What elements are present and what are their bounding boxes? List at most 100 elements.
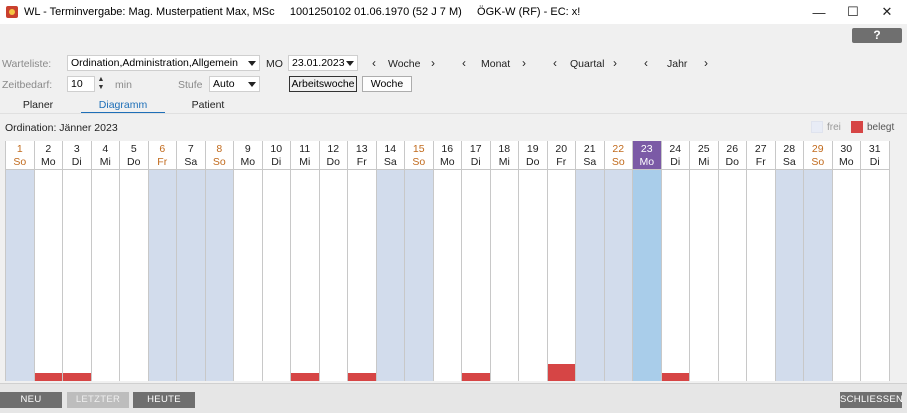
- day-slot-area[interactable]: [262, 170, 290, 381]
- day-slot-area[interactable]: [91, 170, 119, 381]
- day-slot-area[interactable]: [633, 170, 661, 381]
- day-slot-area[interactable]: [63, 170, 91, 381]
- day-slot-area[interactable]: [775, 170, 803, 381]
- quartal-next-icon[interactable]: ›: [613, 56, 617, 70]
- day-column[interactable]: 21 Sa: [576, 141, 605, 381]
- minimize-icon[interactable]: —: [812, 4, 826, 20]
- day-column[interactable]: 28 Sa: [775, 141, 804, 381]
- schliessen-button[interactable]: SCHLIESSEN: [840, 392, 903, 408]
- day-column[interactable]: 24 Di: [661, 141, 690, 381]
- day-column[interactable]: 8 So: [205, 141, 234, 381]
- day-column[interactable]: 3 Di: [63, 141, 92, 381]
- day-slot-area[interactable]: [519, 170, 547, 381]
- day-column[interactable]: 13 Fr: [348, 141, 377, 381]
- day-header[interactable]: 3 Di: [63, 141, 91, 170]
- day-header[interactable]: 18 Mi: [490, 141, 518, 170]
- day-column[interactable]: 26 Do: [718, 141, 747, 381]
- day-slot-area[interactable]: [291, 170, 319, 381]
- belegt-bar[interactable]: [547, 364, 575, 381]
- quartal-prev-icon[interactable]: ‹: [553, 56, 557, 70]
- day-header[interactable]: 14 Sa: [376, 141, 404, 170]
- day-slot-area[interactable]: [148, 170, 176, 381]
- day-slot-area[interactable]: [661, 170, 689, 381]
- day-slot-area[interactable]: [604, 170, 632, 381]
- day-slot-area[interactable]: [718, 170, 746, 381]
- day-column[interactable]: 9 Mo: [234, 141, 263, 381]
- day-column[interactable]: 14 Sa: [376, 141, 405, 381]
- day-column[interactable]: 30 Mo: [832, 141, 861, 381]
- day-slot-area[interactable]: [234, 170, 262, 381]
- day-header[interactable]: 1 So: [6, 141, 34, 170]
- day-header[interactable]: 23 Mo: [633, 141, 661, 170]
- day-header[interactable]: 30 Mo: [832, 141, 860, 170]
- tab-diagramm[interactable]: Diagramm: [81, 98, 165, 114]
- day-slot-area[interactable]: [319, 170, 347, 381]
- monat-next-icon[interactable]: ›: [522, 56, 526, 70]
- arbeitswoche-button[interactable]: Arbeitswoche: [289, 76, 357, 92]
- day-slot-area[interactable]: [832, 170, 860, 381]
- day-column[interactable]: 7 Sa: [177, 141, 206, 381]
- day-header[interactable]: 21 Sa: [576, 141, 604, 170]
- day-slot-area[interactable]: [433, 170, 461, 381]
- day-column[interactable]: 4 Mi: [91, 141, 120, 381]
- woche-prev-icon[interactable]: ‹: [372, 56, 376, 70]
- day-header[interactable]: 15 So: [405, 141, 433, 170]
- day-header[interactable]: 24 Di: [661, 141, 689, 170]
- day-slot-area[interactable]: [405, 170, 433, 381]
- day-column[interactable]: 15 So: [405, 141, 434, 381]
- day-column[interactable]: 10 Di: [262, 141, 291, 381]
- day-header[interactable]: 20 Fr: [547, 141, 575, 170]
- day-slot-area[interactable]: [205, 170, 233, 381]
- heute-button[interactable]: HEUTE: [133, 392, 195, 408]
- day-slot-area[interactable]: [462, 170, 490, 381]
- day-column[interactable]: 2 Mo: [34, 141, 63, 381]
- day-column[interactable]: 25 Mi: [690, 141, 719, 381]
- day-header[interactable]: 9 Mo: [234, 141, 262, 170]
- belegt-bar[interactable]: [462, 373, 490, 381]
- jahr-prev-icon[interactable]: ‹: [644, 56, 648, 70]
- day-column[interactable]: 22 So: [604, 141, 633, 381]
- day-slot-area[interactable]: [747, 170, 775, 381]
- day-column[interactable]: 18 Mi: [490, 141, 519, 381]
- tab-planer[interactable]: Planer: [22, 99, 54, 111]
- day-column[interactable]: 29 So: [804, 141, 833, 381]
- day-header[interactable]: 31 Di: [861, 141, 889, 170]
- belegt-bar[interactable]: [661, 373, 689, 381]
- tab-patient[interactable]: Patient: [191, 99, 225, 111]
- day-column[interactable]: 11 Mi: [291, 141, 320, 381]
- day-header[interactable]: 28 Sa: [775, 141, 803, 170]
- day-column[interactable]: 12 Do: [319, 141, 348, 381]
- day-header[interactable]: 29 So: [804, 141, 832, 170]
- day-slot-area[interactable]: [34, 170, 62, 381]
- date-select[interactable]: 23.01.2023: [288, 55, 358, 71]
- day-column[interactable]: 31 Di: [861, 141, 890, 381]
- day-header[interactable]: 6 Fr: [148, 141, 176, 170]
- day-column[interactable]: 5 Do: [120, 141, 149, 381]
- day-slot-area[interactable]: [861, 170, 889, 381]
- belegt-bar[interactable]: [34, 373, 62, 381]
- day-header[interactable]: 2 Mo: [34, 141, 62, 170]
- chevron-down-icon[interactable]: ▼: [97, 84, 105, 91]
- day-header[interactable]: 5 Do: [120, 141, 148, 170]
- day-header[interactable]: 27 Fr: [747, 141, 775, 170]
- day-slot-area[interactable]: [177, 170, 205, 381]
- zeitbedarf-stepper[interactable]: ▲ ▼: [97, 76, 105, 92]
- day-column[interactable]: 6 Fr: [148, 141, 177, 381]
- day-header[interactable]: 4 Mi: [91, 141, 119, 170]
- day-slot-area[interactable]: [804, 170, 832, 381]
- day-column[interactable]: 16 Mo: [433, 141, 462, 381]
- close-icon[interactable]: ✕: [881, 4, 893, 19]
- neu-button[interactable]: NEU: [0, 392, 62, 408]
- day-slot-area[interactable]: [490, 170, 518, 381]
- day-header[interactable]: 8 So: [205, 141, 233, 170]
- jahr-next-icon[interactable]: ›: [704, 56, 708, 70]
- day-slot-area[interactable]: [348, 170, 376, 381]
- zeitbedarf-input[interactable]: 10: [67, 76, 95, 92]
- day-column[interactable]: 19 Do: [519, 141, 548, 381]
- monat-prev-icon[interactable]: ‹: [462, 56, 466, 70]
- day-header[interactable]: 17 Di: [462, 141, 490, 170]
- woche-button[interactable]: Woche: [362, 76, 412, 92]
- day-column[interactable]: 17 Di: [462, 141, 491, 381]
- day-slot-area[interactable]: [576, 170, 604, 381]
- day-header[interactable]: 16 Mo: [433, 141, 461, 170]
